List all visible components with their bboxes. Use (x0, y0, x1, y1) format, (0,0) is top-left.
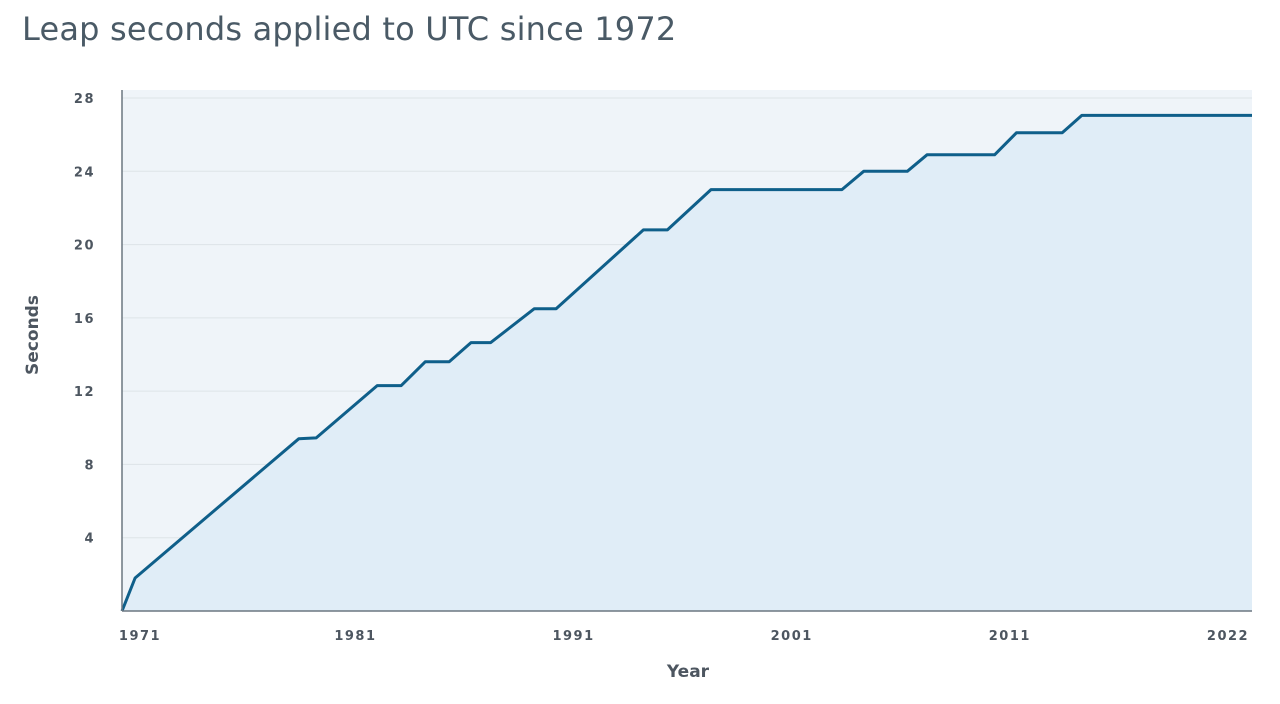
y-tick-label: 8 (84, 458, 95, 473)
x-tick-labels: 1971 1981 1991 2001 2011 2022 (119, 629, 1249, 644)
chart-title: Leap seconds applied to UTC since 1972 (22, 10, 677, 48)
y-tick-labels: 4 8 12 16 20 24 28 (74, 92, 95, 547)
y-tick-label: 12 (74, 385, 95, 400)
y-axis-label: Seconds (23, 295, 43, 375)
x-tick-label: 1981 (334, 629, 376, 644)
x-tick-label: 2022 (1207, 629, 1249, 644)
y-tick-label: 24 (74, 165, 95, 180)
x-tick-label: 2001 (771, 629, 813, 644)
series-line (120, 113, 1252, 612)
y-tick-label: 20 (74, 239, 95, 254)
y-tick-label: 4 (84, 532, 95, 547)
x-axis-label: Year (666, 662, 710, 682)
x-tick-label: 1991 (552, 629, 594, 644)
series-area (122, 115, 1252, 612)
y-tick-label: 16 (74, 312, 95, 327)
x-tick-label: 2011 (989, 629, 1031, 644)
y-tick-label: 28 (74, 92, 95, 107)
x-tick-label: 1971 (119, 629, 161, 644)
